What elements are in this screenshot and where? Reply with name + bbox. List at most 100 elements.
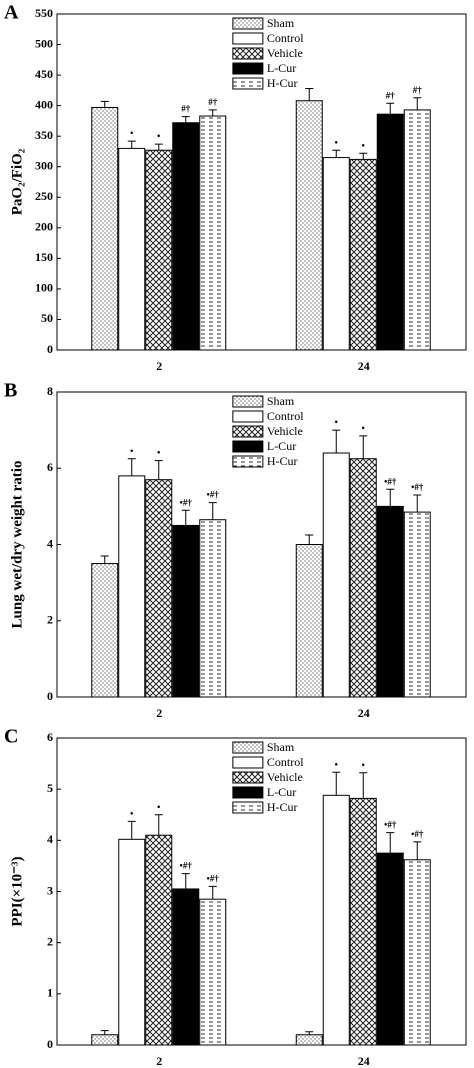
bar — [118, 475, 146, 698]
panel-label: C — [4, 726, 18, 748]
bar — [403, 511, 431, 698]
error-bar — [413, 494, 422, 513]
x-tick-label: 2 — [156, 706, 162, 720]
bar — [376, 113, 404, 351]
error-bar — [359, 435, 368, 459]
error-bar — [127, 458, 136, 476]
significance-mark: •#† — [411, 829, 424, 839]
y-tick-label: 2 — [47, 934, 53, 948]
bar — [199, 519, 227, 698]
legend-label: Control — [267, 755, 304, 769]
legend-swatch — [232, 756, 264, 769]
legend-swatch — [232, 440, 264, 453]
y-axis-label: PPI(×10⁻³) — [9, 856, 25, 926]
panel-label: B — [4, 380, 17, 402]
bar — [295, 100, 323, 351]
significance-mark: •#† — [180, 497, 193, 507]
bar — [118, 838, 146, 1046]
significance-mark: •#† — [384, 476, 397, 486]
error-bar — [100, 1030, 109, 1035]
legend-label: Sham — [267, 740, 295, 754]
error-bar — [100, 100, 109, 108]
significance-mark: •#† — [180, 861, 193, 871]
error-bar — [386, 102, 395, 115]
significance-mark: #† — [413, 85, 423, 95]
error-bar — [305, 1031, 314, 1035]
bar — [376, 852, 404, 1046]
error-bar — [359, 152, 368, 160]
y-tick-label: 450 — [35, 67, 53, 81]
error-bar — [332, 771, 341, 796]
y-tick-label: 3 — [47, 883, 53, 897]
y-tick-label: 200 — [35, 220, 53, 234]
significance-mark: • — [130, 446, 133, 456]
error-bar — [154, 460, 163, 480]
bar — [322, 157, 350, 351]
error-bar — [386, 488, 395, 507]
bar — [172, 888, 200, 1046]
y-tick-label: 4 — [47, 536, 53, 550]
significance-mark: • — [130, 808, 133, 818]
x-tick-label: 2 — [156, 1054, 162, 1068]
significance-mark: •#† — [384, 820, 397, 830]
legend-swatch — [232, 771, 264, 784]
error-bar — [332, 429, 341, 453]
bar — [172, 524, 200, 698]
x-tick-label: 24 — [358, 706, 370, 720]
y-tick-label: 100 — [35, 281, 53, 295]
significance-mark: • — [157, 448, 160, 458]
y-tick-label: 0 — [47, 1037, 53, 1051]
y-tick-label: 550 — [35, 6, 53, 20]
legend-swatch — [232, 425, 264, 438]
significance-mark: •#† — [207, 490, 220, 500]
error-bar — [181, 116, 190, 123]
legend-label: Control — [267, 31, 304, 45]
bar — [199, 115, 227, 351]
bar — [349, 797, 377, 1046]
bar — [172, 122, 200, 351]
significance-mark: #† — [208, 97, 218, 107]
legend-swatch — [232, 741, 264, 754]
y-axis-label: PaO₂/FiO₂ — [9, 148, 25, 215]
legend-label: H-Cur — [267, 800, 298, 814]
significance-mark: •#† — [207, 873, 220, 883]
legend-label: Vehicle — [267, 770, 303, 784]
error-bar — [127, 140, 136, 149]
legend-swatch — [232, 77, 264, 90]
legend-swatch — [232, 62, 264, 75]
y-tick-label: 250 — [35, 189, 53, 203]
x-tick-label: 24 — [358, 359, 370, 373]
significance-mark: • — [335, 759, 338, 769]
y-tick-label: 6 — [47, 460, 53, 474]
bar — [145, 479, 173, 698]
significance-mark: •#† — [411, 482, 424, 492]
y-tick-label: 2 — [47, 613, 53, 627]
bar — [295, 1034, 323, 1046]
y-tick-label: 5 — [47, 781, 53, 795]
significance-mark: • — [130, 128, 133, 138]
legend-label: Vehicle — [267, 424, 303, 438]
bar — [145, 149, 173, 351]
legend-swatch — [232, 32, 264, 45]
legend-swatch — [232, 786, 264, 799]
bar — [199, 898, 227, 1046]
y-tick-label: 400 — [35, 97, 53, 111]
significance-mark: • — [335, 137, 338, 147]
legend-label: H-Cur — [267, 454, 298, 468]
legend-label: Vehicle — [267, 46, 303, 60]
error-bar — [127, 820, 136, 840]
error-bar — [208, 109, 217, 117]
error-bar — [154, 143, 163, 151]
y-tick-label: 50 — [41, 311, 53, 325]
y-tick-label: 0 — [47, 342, 53, 356]
significance-mark: #† — [181, 104, 191, 114]
y-tick-label: 0 — [47, 689, 53, 703]
legend-swatch — [232, 410, 264, 423]
error-bar — [413, 97, 422, 110]
legend-swatch — [232, 801, 264, 814]
significance-mark: • — [157, 802, 160, 812]
error-bar — [154, 814, 163, 836]
y-tick-label: 6 — [47, 730, 53, 744]
significance-mark: • — [362, 760, 365, 770]
y-tick-label: 150 — [35, 250, 53, 264]
